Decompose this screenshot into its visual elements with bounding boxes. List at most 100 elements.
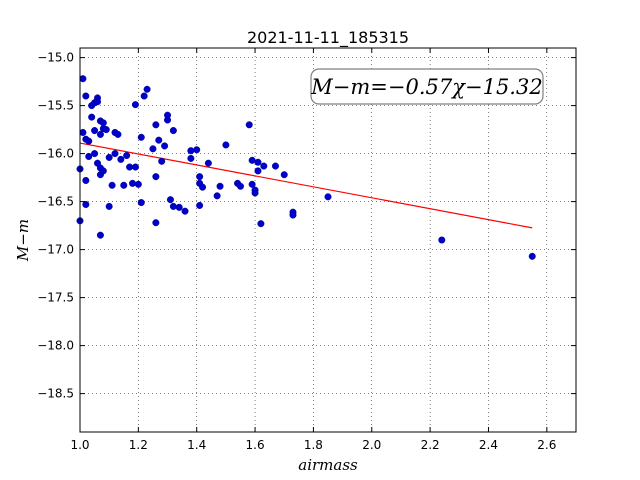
data-point [131, 163, 139, 171]
chart-title: 2021-11-11_185315 [247, 28, 409, 48]
data-point [169, 127, 177, 135]
data-point [158, 157, 166, 165]
data-point [257, 220, 265, 228]
data-point [193, 146, 201, 154]
data-point [152, 219, 160, 227]
data-point [254, 158, 262, 166]
plot-area-frame [79, 47, 577, 433]
x-axis-label: airmass [298, 456, 358, 474]
data-point [187, 154, 195, 162]
y-tick-label: −17.5 [37, 291, 74, 305]
data-point [82, 200, 90, 208]
data-point [94, 98, 102, 106]
fit-line-group [79, 142, 533, 229]
annotation-text: M−m=−0.57χ−15.32 [310, 75, 542, 99]
data-point [155, 136, 163, 144]
data-point [271, 162, 279, 170]
x-tick-label: 2.6 [537, 438, 556, 452]
data-point [251, 189, 259, 197]
data-point [96, 130, 104, 138]
data-point [137, 133, 145, 141]
data-point [166, 196, 174, 204]
data-point [204, 159, 212, 167]
y-tick-label: −15.5 [37, 99, 74, 113]
x-tick-label: 2.0 [362, 438, 381, 452]
data-point [114, 130, 122, 138]
data-point [137, 199, 145, 207]
data-point [161, 142, 169, 150]
data-point [236, 182, 244, 190]
data-point [129, 179, 137, 187]
data-point [91, 127, 99, 135]
data-point [248, 180, 256, 188]
data-point [88, 113, 96, 121]
data-point [199, 183, 207, 191]
data-point [105, 153, 113, 161]
y-tick-label: −18.0 [37, 339, 74, 353]
annotation-box [310, 68, 544, 105]
data-point [187, 147, 195, 155]
data-point [245, 121, 253, 129]
fit-equation-annotation: M−m=−0.57χ−15.32 [310, 68, 544, 105]
x-tick-label: 1.0 [70, 438, 89, 452]
data-point [196, 201, 204, 209]
y-axis-label: M−m [14, 219, 32, 262]
data-point [280, 171, 288, 179]
data-point [111, 150, 119, 158]
data-point [102, 126, 110, 134]
data-points [76, 75, 536, 260]
y-tick-label: −17.0 [37, 243, 74, 257]
data-point [79, 128, 87, 136]
data-point [254, 167, 262, 175]
data-point [438, 236, 446, 244]
y-tick-label: −18.5 [37, 387, 74, 401]
data-point [289, 211, 297, 219]
data-point [143, 85, 151, 93]
data-point [140, 92, 148, 100]
data-point [175, 203, 183, 211]
y-tick-label: −16.0 [37, 147, 74, 161]
data-point [134, 180, 142, 188]
data-point [152, 173, 160, 181]
data-point [528, 252, 536, 260]
data-point [99, 167, 107, 175]
x-tick-label: 1.4 [187, 438, 206, 452]
data-point [117, 155, 125, 163]
x-tick-label: 1.8 [304, 438, 323, 452]
data-point [108, 181, 116, 189]
data-point [213, 192, 221, 200]
data-point [91, 150, 99, 158]
data-point [85, 137, 93, 145]
data-point [222, 141, 230, 149]
y-axis-ticks: −15.0 −15.5 −16.0 −16.5 −17.0 −17.5 −18.0 −18.5 [37, 51, 576, 401]
data-point [149, 145, 157, 153]
x-tick-label: 2.2 [421, 438, 440, 452]
data-point [324, 193, 332, 201]
data-point [85, 152, 93, 160]
data-point [248, 156, 256, 164]
grid-lines [79, 48, 576, 432]
data-point [126, 163, 134, 171]
data-point [120, 181, 128, 189]
data-point [131, 101, 139, 109]
data-point [216, 182, 224, 190]
x-tick-label: 2.4 [479, 438, 498, 452]
fit-line [79, 142, 533, 229]
data-point [181, 207, 189, 215]
data-point [164, 116, 172, 124]
data-point [123, 152, 131, 160]
data-point [82, 92, 90, 100]
data-point [79, 75, 87, 83]
data-point [152, 121, 160, 129]
x-axis-ticks: 1.0 1.2 1.4 1.6 1.8 2.0 2.2 2.4 2.6 [70, 48, 556, 452]
data-point [260, 162, 268, 170]
y-tick-label: −15.0 [37, 51, 74, 65]
data-point [82, 176, 90, 184]
data-point [105, 202, 113, 210]
x-tick-label: 1.6 [246, 438, 265, 452]
data-point [196, 173, 204, 181]
data-point [96, 231, 104, 239]
data-point [169, 202, 177, 210]
y-tick-label: −16.5 [37, 195, 74, 209]
